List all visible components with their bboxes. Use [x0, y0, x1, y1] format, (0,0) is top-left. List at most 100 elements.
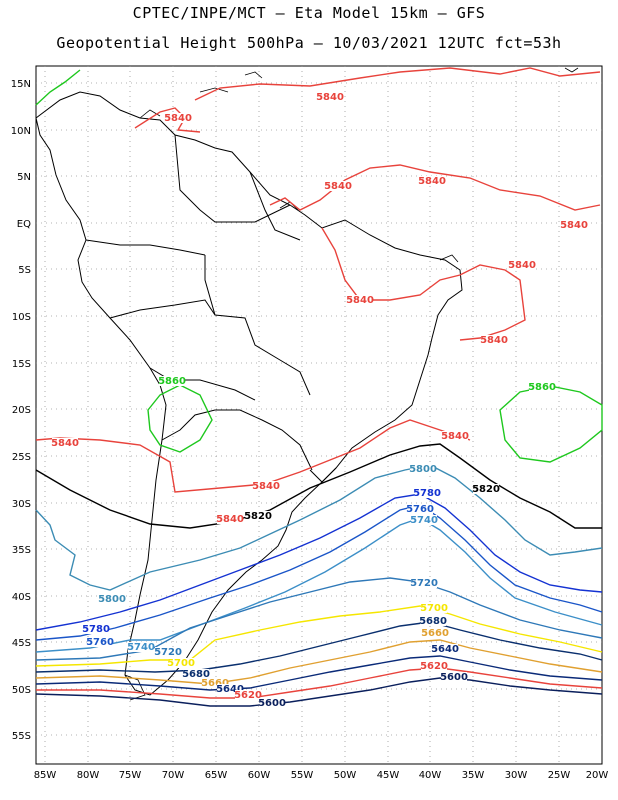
contour-5600 — [35, 677, 603, 707]
contour-label-5760: 5760 — [86, 637, 114, 648]
contour-label-bg — [411, 515, 437, 525]
contour-5840d — [321, 227, 526, 341]
contour-5740 — [35, 517, 603, 653]
contour-label-5680: 5680 — [182, 669, 210, 680]
latitude-labels: 15N 10N 5N EQ 5S 10S 15S 20S 25S 30S 35S 40S 45S 50S 5… — [11, 79, 31, 742]
contour-label-5780: 5780 — [413, 488, 441, 499]
contour-label-5620: 5620 — [420, 661, 448, 672]
map-subtitle: Geopotential Height 500hPa – 10/03/2021 … — [56, 34, 562, 52]
contour-label-5720: 5720 — [154, 647, 182, 658]
lat-label: 50S — [12, 685, 31, 696]
contour-label-bg — [422, 628, 448, 638]
contour-5800 — [35, 464, 603, 591]
lat-label: 40S — [12, 592, 31, 603]
contour-label-bg — [183, 669, 209, 679]
contour-label-5840: 5840 — [324, 181, 352, 192]
contour-5780 — [35, 493, 603, 631]
contour-label-bg — [410, 464, 436, 474]
contour-5860b — [147, 384, 213, 453]
lon-label: 85W — [34, 770, 57, 781]
contour-label-bg — [411, 578, 437, 588]
contour-labels: 5840 5840 5840 5840 5840 5840 5840 5840 5840 5840… — [51, 92, 588, 709]
contour-5660 — [35, 639, 603, 685]
contour-5840c — [269, 164, 601, 211]
contour-label-bg — [128, 642, 154, 652]
contour-label-bg — [432, 644, 458, 654]
lat-label: 5N — [17, 172, 31, 183]
contour-label-5840: 5840 — [441, 431, 469, 442]
contour-label-bg — [259, 698, 285, 708]
contour-label-5640: 5640 — [216, 684, 244, 695]
contour-label-bg — [481, 335, 507, 345]
lat-label: 20S — [12, 405, 31, 416]
lat-label: 15N — [11, 79, 31, 90]
contour-label-5860: 5860 — [158, 376, 186, 387]
contour-5760 — [35, 504, 603, 641]
contour-label-5720: 5720 — [410, 578, 438, 589]
lat-label: 5S — [18, 265, 31, 276]
contour-label-bg — [325, 181, 351, 191]
contour-label-5860: 5860 — [528, 382, 556, 393]
contour-label-bg — [155, 647, 181, 657]
lon-label: 60W — [248, 770, 271, 781]
contour-label-bg — [414, 488, 440, 498]
contour-5860a — [35, 69, 81, 106]
contour-label-5840: 5840 — [508, 260, 536, 271]
lon-label: 70W — [162, 770, 185, 781]
contour-5720 — [35, 577, 603, 661]
lat-label: 45S — [12, 638, 31, 649]
lat-label: EQ — [17, 219, 31, 230]
contour-label-bg — [217, 684, 243, 694]
contour-label-5840: 5840 — [346, 295, 374, 306]
contour-label-bg — [442, 431, 468, 441]
contour-label-5840: 5840 — [164, 113, 192, 124]
contour-label-5840: 5840 — [418, 176, 446, 187]
map-title: CPTEC/INPE/MCT – Eta Model 15km – GFS — [132, 4, 486, 22]
contour-label-5840: 5840 — [51, 438, 79, 449]
contour-5840a — [194, 67, 601, 101]
contour-5680 — [35, 621, 603, 673]
contour-label-bg — [421, 661, 447, 671]
contour-label-5620: 5620 — [234, 690, 262, 701]
contour-label-bg — [561, 220, 587, 230]
contour-label-bg — [441, 672, 467, 682]
contour-label-5840: 5840 — [316, 92, 344, 103]
lat-label: 10S — [12, 312, 31, 323]
lon-label: 65W — [205, 770, 228, 781]
lat-label: 30S — [12, 499, 31, 510]
contour-label-bg — [420, 616, 446, 626]
contour-label-5800: 5800 — [409, 464, 437, 475]
lon-label: 35W — [462, 770, 485, 781]
contour-label-bg — [529, 382, 555, 392]
coastline — [35, 91, 463, 696]
lon-label: 50W — [334, 770, 357, 781]
lat-label: 25S — [12, 452, 31, 463]
lon-label: 75W — [119, 770, 142, 781]
plot-frame — [35, 65, 603, 765]
lon-label: 25W — [548, 770, 571, 781]
lat-label: 55S — [12, 731, 31, 742]
contour-label-bg — [99, 594, 125, 604]
contour-label-5640: 5640 — [431, 644, 459, 655]
lon-label: 40W — [419, 770, 442, 781]
contour-label-5700: 5700 — [420, 603, 448, 614]
contour-label-5820: 5820 — [472, 484, 500, 495]
contour-label-5600: 5600 — [440, 672, 468, 683]
contour-label-bg — [421, 603, 447, 613]
contour-label-bg — [235, 690, 261, 700]
contour-label-bg — [509, 260, 535, 270]
longitude-labels: 85W 80W 75W 70W 65W 60W 55W 50W 45W 40W 35W 30W 25W 2… — [34, 770, 609, 781]
lon-label: 30W — [505, 770, 528, 781]
lat-label: 35S — [12, 545, 31, 556]
contour-label-bg — [473, 484, 499, 494]
contour-label-5760: 5760 — [406, 504, 434, 515]
contour-label-bg — [165, 113, 191, 123]
contour-5820 — [35, 443, 602, 529]
contour-label-bg — [245, 511, 271, 521]
contour-label-5740: 5740 — [127, 642, 155, 653]
lon-label: 55W — [291, 770, 314, 781]
contour-label-bg — [159, 376, 185, 386]
contour-5620 — [36, 667, 603, 699]
contour-label-bg — [419, 176, 445, 186]
contour-label-bg — [407, 504, 433, 514]
